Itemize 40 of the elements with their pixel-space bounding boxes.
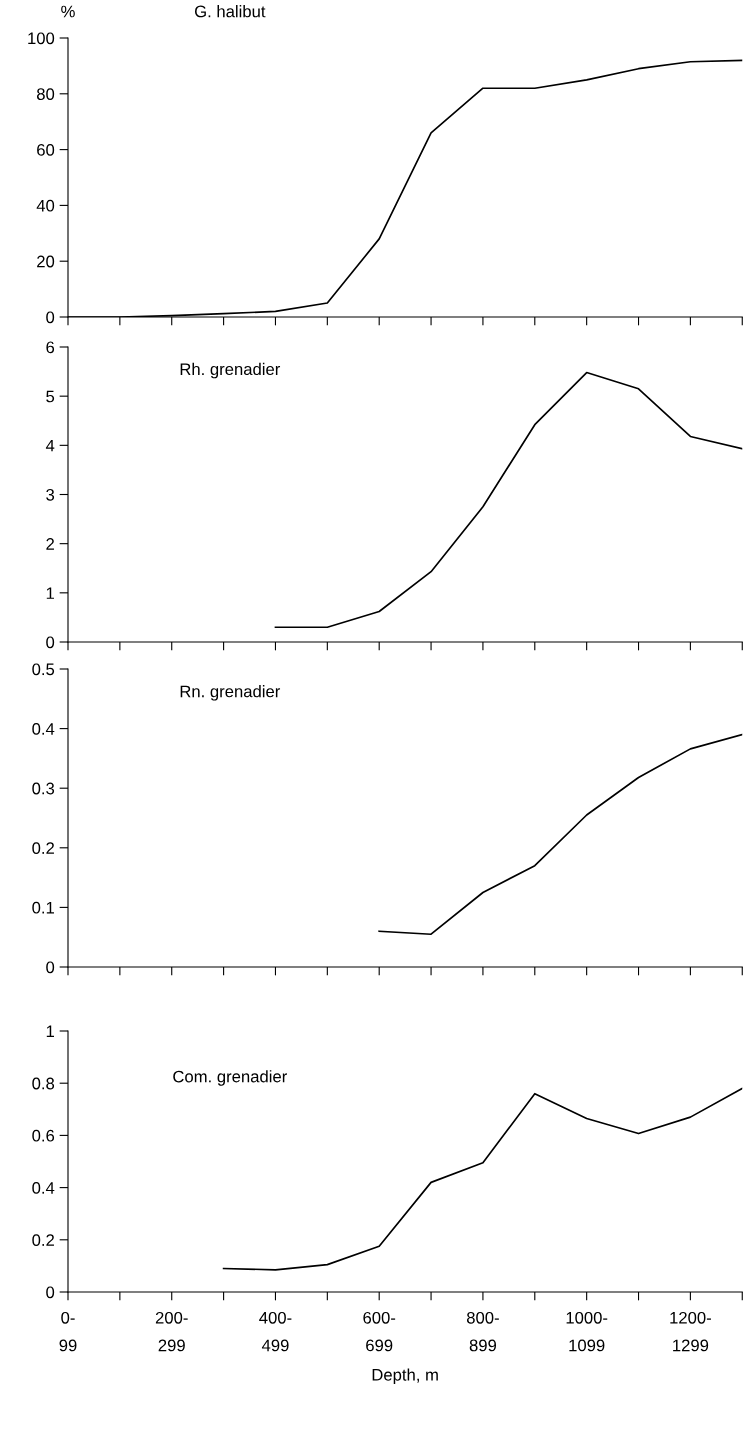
text: Rn. grenadier [180, 685, 281, 701]
x-tick-label: 600- 699 [363, 1311, 396, 1352]
y-tick-label: 0 [46, 961, 55, 974]
y-tick-label: 4 [45, 439, 55, 452]
y-tick-label: 40 [36, 199, 55, 212]
x-axis-title: Depth, m [372, 1368, 438, 1385]
line-series [378, 733, 743, 936]
y-tick-label: 100 [28, 32, 55, 45]
text: Rh. grenadier [180, 362, 281, 379]
y-tick-label: 5 [46, 390, 55, 403]
y-tick-label: 20 [37, 255, 55, 268]
y-tick-label: 0.8 [32, 1077, 55, 1090]
x-tick-label: 1200- 1299 [670, 1311, 711, 1352]
y-tick-label: 0 [46, 311, 55, 324]
y-tick-label: 1 [46, 1025, 54, 1038]
x-tick-label: 400- 499 [259, 1311, 292, 1352]
x-tick-label: 800- 899 [466, 1311, 499, 1352]
y-tick-label: 0.1 [32, 901, 54, 914]
y-tick-label: 0 [46, 1286, 55, 1299]
y-axis-title: % [61, 5, 75, 18]
y-tick-label: 0.2 [32, 842, 54, 854]
y-tick-label: 80 [36, 88, 55, 100]
y-tick-label: 3 [46, 488, 55, 501]
y-tick-label: 60 [37, 144, 55, 156]
x-tick-label: 1000- 1099 [566, 1311, 608, 1352]
line-series [222, 1087, 743, 1271]
y-tick-label: 0.6 [32, 1129, 55, 1142]
y-tick-label: 1 [46, 587, 54, 599]
y-tick-label: 2 [46, 538, 54, 550]
x-tick-label: 0- 99 [59, 1311, 77, 1352]
y-tick-label: 0.2 [32, 1234, 54, 1246]
y-tick-label: 0 [46, 636, 55, 649]
x-tick-label: 200- 299 [155, 1311, 188, 1352]
y-tick-label: 0.4 [32, 723, 55, 735]
y-tick-label: 0.4 [32, 1182, 55, 1194]
y-tick-label: 0.5 [32, 663, 55, 676]
chart-title: G. halibut [194, 5, 266, 18]
y-tick-label: 0.3 [32, 782, 55, 795]
text: Com. grenadier [173, 1070, 287, 1086]
y-tick-label: 6 [46, 341, 55, 354]
